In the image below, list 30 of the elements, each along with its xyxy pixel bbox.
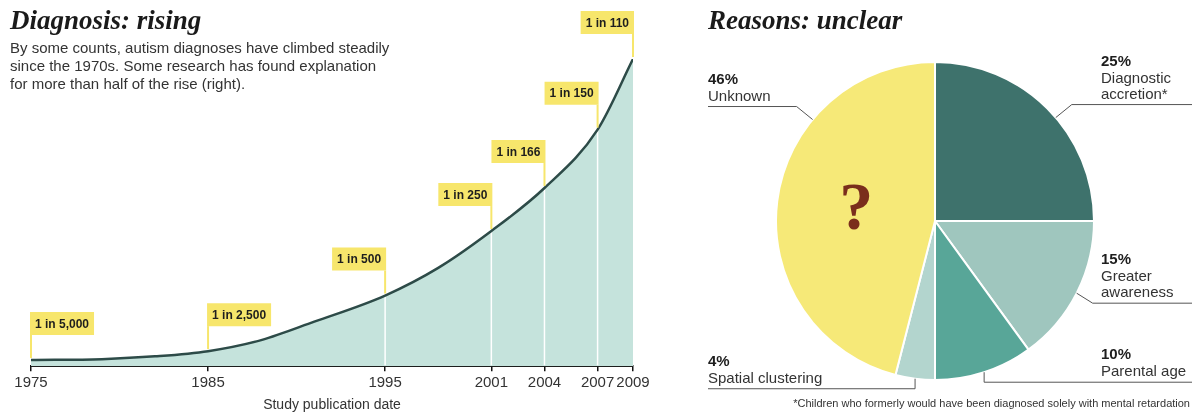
annotation: 1 in 5,000	[35, 316, 90, 331]
x-tick-label: 2001	[474, 373, 509, 391]
slice-label: Parental age	[1101, 362, 1187, 380]
x-tick-label: 2007	[580, 373, 615, 391]
annotation: 1 in 110	[585, 15, 630, 30]
slice-label: Greater awareness	[1101, 267, 1174, 301]
annotation: 1 in 250	[443, 187, 488, 202]
data-label: 46%	[708, 69, 739, 87]
data-label: 10%	[1101, 345, 1132, 363]
x-tick-label: 1995	[368, 373, 402, 391]
annotation: 1 in 166	[496, 144, 541, 159]
x-tick-label: 2004	[527, 373, 562, 391]
x-tick-label: 2009	[616, 373, 650, 391]
annotation: 1 in 150	[549, 86, 594, 101]
text: ?	[839, 167, 874, 244]
annotation: 1 in 500	[337, 252, 382, 267]
x-tick-label: 1975	[14, 373, 48, 391]
text: *Children who formerly would have been diagnosed solely with mental retardation	[793, 397, 1190, 409]
data-label: 25%	[1101, 51, 1132, 69]
slice-label: Unknown	[708, 86, 771, 104]
chart-subtitle: By some counts, autism diagnoses have climbed steadily since the 1970s. Some research has found explanation for more than half of the rise (right).	[10, 39, 391, 93]
annotation: 1 in 2,500	[212, 307, 267, 322]
slice-label: Spatial clustering	[708, 368, 823, 386]
chart-title: Diagnosis: rising	[10, 5, 202, 35]
data-label: 15%	[1101, 250, 1132, 268]
x-tick-label: 1985	[191, 373, 225, 391]
chart-title: Reasons: unclear	[708, 5, 903, 35]
data-label: 4%	[708, 351, 730, 369]
x-axis-title: Study publication date	[263, 396, 402, 413]
slice-label: Diagnostic accretion*	[1101, 68, 1172, 102]
